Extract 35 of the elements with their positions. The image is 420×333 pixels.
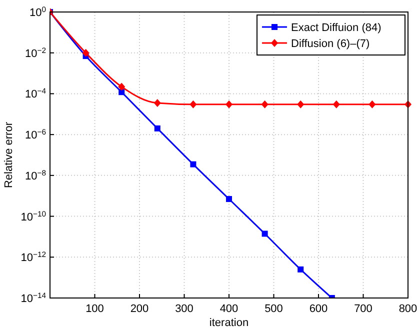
y-tick-label: 10$^{0}$ [29, 4, 46, 19]
y-tick-label: 10$^{−10}$ [20, 208, 46, 224]
y-tick-label: 10$^{−12}$ [20, 250, 46, 264]
y-tick-label: 10$^{−4}$ [24, 86, 47, 101]
point [118, 82, 126, 91]
point [262, 230, 268, 237]
x-tick-label: 700 [354, 303, 372, 315]
x-tick-label: 300 [175, 303, 194, 315]
x-tick-label: 500 [264, 303, 283, 315]
point [154, 99, 161, 108]
point [226, 100, 232, 108]
point [261, 100, 268, 108]
point [226, 196, 232, 202]
point [190, 100, 197, 108]
point [332, 100, 340, 108]
point [190, 161, 196, 168]
point [297, 100, 304, 108]
point [118, 89, 125, 96]
legend-label: Exact Diffuion (84) [291, 22, 382, 34]
x-tick-label: 100 [86, 303, 104, 315]
x-tick-label: 400 [220, 303, 238, 315]
y-tick-label: 10$^{−14}$ [20, 290, 47, 305]
point [82, 48, 90, 57]
y-axis-title: Relative error [3, 122, 15, 188]
y-tick-label: 10$^{−6}$ [24, 127, 46, 142]
legend-label: Diffusion (6)–(7) [291, 38, 370, 50]
x-axis-title: iteration [209, 317, 249, 329]
x-tick-label: 200 [130, 303, 149, 315]
point [368, 100, 376, 108]
y-tick-label: 10$^{−2}$ [24, 45, 46, 60]
x-tick-label: 800 [398, 303, 418, 315]
x-tick-label: 600 [309, 303, 328, 315]
point [298, 266, 304, 272]
point [154, 125, 160, 132]
y-tick-label: 10$^{−8}$ [24, 168, 46, 182]
